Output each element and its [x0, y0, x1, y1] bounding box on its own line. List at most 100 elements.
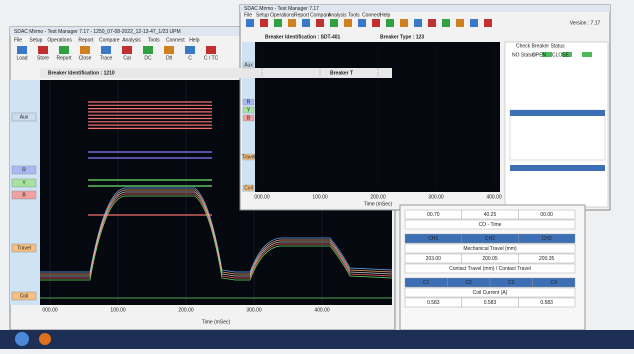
menu-item[interactable]: Connect	[362, 12, 381, 18]
toolbar-icon[interactable]	[17, 46, 27, 54]
table-text: CH1	[428, 236, 438, 242]
x-tick-label: 300.00	[246, 307, 262, 313]
side-button-label: Travel	[242, 154, 256, 160]
app-icon[interactable]	[39, 333, 51, 345]
side-button-label: Coil	[20, 293, 29, 299]
menu-item[interactable]: Connect	[166, 37, 185, 43]
toolbar-icon[interactable]	[386, 19, 394, 27]
menu-item[interactable]: Help	[380, 12, 391, 18]
table-text: 203.00	[426, 256, 442, 262]
side-button[interactable]	[11, 190, 37, 200]
toolbar-icon[interactable]	[274, 19, 282, 27]
toolbar-icon[interactable]	[302, 19, 310, 27]
toolbar-icon[interactable]	[260, 19, 268, 27]
toolbar-icon[interactable]	[442, 19, 450, 27]
table-text: Coil Current (A)	[473, 290, 508, 296]
menu-item[interactable]: Operations	[270, 12, 295, 18]
status-label: CLOSE	[552, 52, 570, 58]
menu-item[interactable]: Compare	[310, 12, 331, 18]
toolbar-label: Store	[37, 55, 49, 61]
toolbar-icon[interactable]	[484, 19, 492, 27]
toolbar-icon[interactable]	[358, 19, 366, 27]
toolbar-icon[interactable]	[330, 19, 338, 27]
side-button[interactable]	[242, 114, 255, 122]
toolbar-icon[interactable]	[428, 19, 436, 27]
x-tick-label: 200.00	[178, 307, 194, 313]
x-tick-label: 100.00	[110, 307, 126, 313]
status-indicator	[562, 52, 572, 57]
side-button-label: B	[22, 192, 26, 198]
toolbar-icon[interactable]	[344, 19, 352, 27]
side-button[interactable]	[11, 291, 37, 301]
toolbar-icon[interactable]	[59, 46, 69, 54]
side-button[interactable]	[11, 165, 37, 175]
start-button[interactable]	[15, 332, 29, 346]
toolbar-label: C	[188, 55, 192, 61]
window-title: SDAC Mirmo - Test Manager 7.17 - 1250_07…	[14, 29, 181, 35]
menu-item[interactable]: File	[244, 12, 252, 18]
status-indicator	[542, 52, 552, 57]
table-cell	[518, 233, 576, 244]
table-text: 00.70	[427, 212, 440, 218]
x-tick-label: 400.00	[486, 194, 502, 200]
menu-item[interactable]: File	[14, 37, 22, 43]
menu-item[interactable]: Analysis	[122, 37, 141, 43]
toolbar-icon[interactable]	[80, 46, 90, 54]
toolbar-icon[interactable]	[400, 19, 408, 27]
table-cell	[518, 297, 576, 308]
toolbar-icon[interactable]	[185, 46, 195, 54]
side-button[interactable]	[242, 61, 255, 69]
side-button-label: B	[247, 115, 251, 121]
menu-item[interactable]: Setup	[29, 37, 42, 43]
x-tick-label: 300.00	[428, 194, 444, 200]
toolbar-icon[interactable]	[38, 46, 48, 54]
menu-item[interactable]: Operations	[47, 37, 72, 43]
table-text: C1	[423, 280, 430, 286]
toolbar-label: Trace	[100, 55, 113, 61]
plot-area	[255, 42, 500, 192]
toolbar-icon[interactable]	[372, 19, 380, 27]
x-axis-title: Time (mSec)	[202, 319, 231, 325]
title-bar	[10, 27, 395, 36]
menu-item[interactable]: Report	[78, 37, 94, 43]
table-cell	[518, 209, 576, 220]
side-button[interactable]	[11, 243, 37, 253]
menu-item[interactable]: Analysis	[328, 12, 347, 18]
breaker-id: Breaker Identification : SDT-401	[265, 34, 341, 40]
list-box	[509, 109, 606, 161]
side-button[interactable]	[242, 184, 255, 192]
side-button[interactable]	[242, 153, 255, 161]
side-button[interactable]	[242, 98, 255, 106]
toolbar-icon[interactable]	[246, 19, 254, 27]
toolbar-label: Load	[16, 55, 27, 61]
toolbar-icon[interactable]	[470, 19, 478, 27]
side-button[interactable]	[242, 106, 255, 114]
menu-item[interactable]: Tools	[148, 37, 160, 43]
toolbar-icon[interactable]	[206, 46, 216, 54]
toolbar-icon[interactable]	[316, 19, 324, 27]
toolbar-icon[interactable]	[164, 46, 174, 54]
status-label: NO Status	[512, 52, 536, 58]
status-indicator	[582, 52, 592, 57]
toolbar-icon[interactable]	[122, 46, 132, 54]
menu-item[interactable]: Setup	[256, 12, 269, 18]
table-text: Mechanical Travel (mm)	[463, 246, 517, 252]
toolbar-icon[interactable]	[456, 19, 464, 27]
toolbar-icon[interactable]	[288, 19, 296, 27]
menu-item[interactable]: Tools	[348, 12, 360, 18]
breaker-id: Breaker Identification : 1210	[48, 70, 115, 76]
x-tick-label: 400.00	[314, 307, 330, 313]
travel-curve	[40, 195, 393, 281]
side-button[interactable]	[11, 112, 37, 122]
table-text: C2	[466, 280, 473, 286]
menu-item[interactable]: Report	[294, 12, 310, 18]
toolbar-icon[interactable]	[143, 46, 153, 54]
toolbar-icon[interactable]	[414, 19, 422, 27]
menu-item[interactable]: Help	[189, 37, 200, 43]
toolbar-icon[interactable]	[101, 46, 111, 54]
menu-item[interactable]: Compare	[99, 37, 120, 43]
side-button[interactable]	[11, 178, 37, 188]
table-text: 0.583	[427, 300, 440, 306]
table-cell	[404, 219, 576, 230]
